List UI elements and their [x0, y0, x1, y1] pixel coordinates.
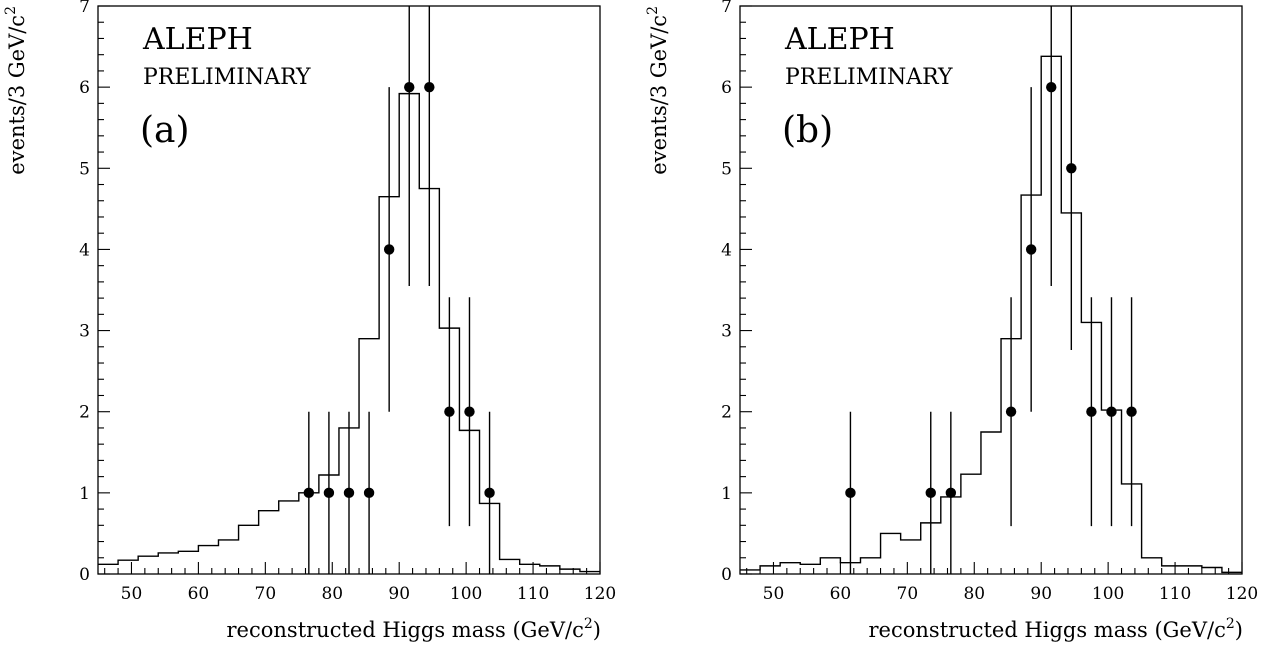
y-tick-label: 6	[79, 78, 90, 98]
data-point	[845, 411, 856, 574]
x-axis-title-sup: 2	[1226, 616, 1235, 632]
plot-frame	[739, 5, 1243, 575]
y-tick-label: 7	[721, 0, 732, 17]
data-point	[424, 6, 435, 286]
data-point	[1106, 297, 1117, 527]
data-marker	[1025, 244, 1037, 255]
data-marker	[1066, 163, 1077, 174]
data-point	[1025, 87, 1037, 412]
y-tick-label: 5	[721, 159, 732, 179]
data-marker	[444, 406, 455, 417]
x-tick-label: 70	[255, 584, 277, 604]
data-marker	[383, 244, 395, 255]
panel-b: 50 60 70 80 90 100 110 120 0 1 2 3 4 5 6 7 reconstructed…	[645, 0, 1258, 642]
y-axis-title-sup: 2	[645, 6, 661, 15]
x-tick-label: 50	[121, 584, 143, 604]
data-point	[303, 411, 315, 574]
data-point	[1046, 6, 1057, 286]
x-tick-label: 80	[963, 584, 985, 604]
x-tick-label: 100	[1092, 584, 1124, 604]
data-marker	[945, 487, 957, 499]
y-tick-label: 5	[79, 159, 90, 179]
y-tick-label: 6	[721, 78, 732, 98]
x-tick-label: 100	[450, 584, 482, 604]
experiment-label: ALEPH	[784, 22, 895, 57]
y-tick-label: 7	[79, 0, 90, 17]
data-marker	[424, 81, 435, 93]
y-axis-title: events/3 GeV/c2	[645, 6, 671, 175]
data-marker	[464, 406, 475, 417]
data-marker	[845, 487, 856, 499]
data-marker	[1086, 406, 1097, 417]
data-point	[383, 87, 395, 412]
x-tick-label: 50	[763, 584, 785, 604]
preliminary-label: PRELIMINARY	[143, 65, 311, 90]
data-point	[444, 297, 455, 527]
data-point	[363, 411, 375, 574]
y-axis-title-sup: 2	[3, 6, 19, 15]
x-axis-title: reconstructed Higgs mass (GeV/c2)	[869, 616, 1243, 642]
x-axis-title-text: reconstructed Higgs mass (GeV/c	[227, 618, 584, 642]
y-tick-label: 3	[79, 322, 90, 342]
data-marker	[925, 487, 936, 499]
preliminary-label: PRELIMINARY	[785, 65, 953, 90]
x-axis-title: reconstructed Higgs mass (GeV/c2)	[227, 616, 601, 642]
x-tick-label: 60	[188, 584, 210, 604]
data-point	[1126, 297, 1137, 527]
experiment-label: ALEPH	[142, 22, 253, 57]
panel-a: 50 60 70 80 90 100 110 120 0 1 2 3 4 5 6 7 reconstructed…	[3, 0, 616, 642]
data-point	[323, 411, 335, 574]
x-axis-title-sup: 2	[584, 616, 593, 632]
data-point	[1005, 297, 1017, 527]
y-tick-label: 2	[79, 403, 90, 423]
panel-label: (a)	[140, 110, 190, 151]
data-point	[484, 411, 495, 574]
data-point	[343, 411, 355, 574]
data-marker	[1046, 81, 1057, 93]
data-point	[1066, 6, 1077, 351]
y-tick-label: 4	[721, 240, 732, 260]
x-axis-title-end: )	[1235, 618, 1243, 642]
y-tick-label: 0	[721, 565, 732, 585]
y-tick-label: 1	[721, 484, 732, 504]
x-axis-title-end: )	[593, 618, 601, 642]
x-axis-title-text: reconstructed Higgs mass (GeV/c	[869, 618, 1226, 642]
x-tick-label: 80	[321, 584, 343, 604]
y-tick-label: 2	[721, 403, 732, 423]
y-axis-title-text: events/3 GeV/c	[5, 15, 29, 175]
data-marker	[1106, 406, 1117, 417]
y-tick-label: 4	[79, 240, 90, 260]
y-tick-label: 1	[79, 484, 90, 504]
y-axis-title-text: events/3 GeV/c	[647, 15, 671, 175]
data-marker	[303, 487, 315, 499]
y-tick-label: 0	[79, 565, 90, 585]
y-axis-title: events/3 GeV/c2	[3, 6, 29, 175]
x-tick-label: 110	[1159, 584, 1191, 604]
data-point	[925, 411, 936, 574]
data-marker	[404, 81, 415, 93]
x-tick-label: 90	[1030, 584, 1052, 604]
data-marker	[1005, 406, 1017, 417]
data-marker	[1126, 406, 1137, 417]
histogram-mc-expectation	[740, 55, 1242, 574]
data-point	[404, 6, 415, 286]
data-marker	[363, 487, 375, 499]
x-tick-label: 110	[517, 584, 549, 604]
panel-label: (b)	[782, 110, 833, 151]
data-marker	[484, 487, 495, 499]
x-tick-label: 120	[1226, 584, 1258, 604]
data-point	[1086, 297, 1097, 527]
y-tick-label: 3	[721, 322, 732, 342]
x-tick-label: 70	[897, 584, 919, 604]
data-point	[464, 297, 475, 527]
x-tick-label: 90	[388, 584, 410, 604]
data-marker	[323, 487, 335, 499]
x-tick-label: 120	[584, 584, 616, 604]
data-marker	[343, 487, 355, 499]
data-point	[945, 411, 957, 574]
x-tick-label: 60	[830, 584, 852, 604]
